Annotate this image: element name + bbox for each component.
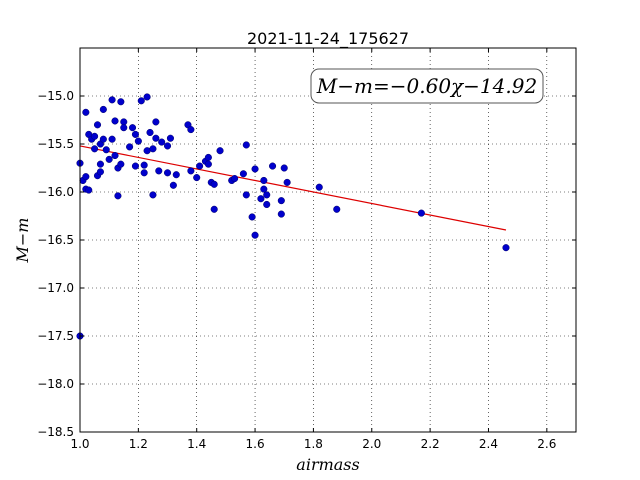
fit-line-group xyxy=(79,145,507,231)
data-point xyxy=(99,105,107,113)
data-point xyxy=(99,135,107,143)
data-point xyxy=(117,160,125,168)
data-points xyxy=(76,93,510,340)
data-point xyxy=(108,96,116,104)
y-tick-label: −15.0 xyxy=(37,89,74,103)
data-point xyxy=(82,173,90,181)
x-tick-label: 2.0 xyxy=(362,437,381,451)
y-tick-label: −18.0 xyxy=(37,377,74,391)
data-point xyxy=(158,138,166,146)
data-point xyxy=(163,169,172,177)
data-point xyxy=(216,147,224,155)
data-point xyxy=(231,175,239,183)
data-point xyxy=(140,161,148,169)
data-point xyxy=(239,170,247,178)
y-tick-label: −16.5 xyxy=(37,233,74,247)
data-point xyxy=(91,132,99,140)
data-point xyxy=(283,178,291,186)
data-point xyxy=(91,145,99,153)
fit-equation-box xyxy=(310,68,544,104)
data-point xyxy=(114,192,122,200)
x-tick-label: 2.2 xyxy=(421,437,440,451)
data-point xyxy=(111,117,119,125)
data-point xyxy=(96,168,104,176)
data-point xyxy=(117,98,125,106)
y-tick-label: −18.5 xyxy=(37,425,74,439)
data-point xyxy=(108,135,116,143)
y-tick-label: −17.0 xyxy=(37,281,74,295)
data-point xyxy=(102,146,110,154)
data-point xyxy=(210,205,218,213)
data-point xyxy=(172,171,180,179)
x-axis-ticks: 1.0 1.2 1.4 1.6 1.8 2.0 2.2 2.4 2.6 xyxy=(70,48,556,451)
data-point xyxy=(251,165,259,173)
data-point xyxy=(143,93,151,101)
data-point xyxy=(131,130,139,138)
data-point xyxy=(140,169,148,177)
data-point xyxy=(126,143,134,151)
data-point xyxy=(263,191,271,199)
data-point xyxy=(137,97,145,105)
x-tick-label: 1.6 xyxy=(246,437,265,451)
data-point xyxy=(187,167,195,175)
data-point xyxy=(155,167,163,175)
data-point xyxy=(128,124,137,132)
data-point xyxy=(169,181,177,189)
data-point xyxy=(242,191,250,199)
data-point xyxy=(242,141,250,149)
data-point xyxy=(120,124,128,132)
x-tick-label: 2.6 xyxy=(537,437,556,451)
y-axis-label: M−m xyxy=(13,218,32,264)
data-point xyxy=(260,176,268,185)
data-point xyxy=(193,174,201,182)
y-tick-label: −16.0 xyxy=(37,185,74,199)
data-point xyxy=(196,162,204,170)
x-tick-label: 1.0 xyxy=(70,437,89,451)
y-tick-label: −17.5 xyxy=(37,329,74,343)
fit-line xyxy=(79,145,507,231)
data-point xyxy=(96,160,104,168)
fit-equation-label: M−m=−0.60χ−14.92 xyxy=(316,74,537,98)
data-point xyxy=(315,183,323,191)
data-point xyxy=(417,209,425,217)
y-axis-ticks: −15.0 −15.5 −16.0 −16.5 −17.0 −17.5 −18.0 −18.5 xyxy=(37,89,576,439)
data-point xyxy=(210,180,218,188)
data-point xyxy=(131,162,139,170)
x-tick-label: 1.2 xyxy=(129,437,148,451)
y-tick-label: −15.5 xyxy=(37,137,74,151)
data-point xyxy=(277,197,285,205)
data-point xyxy=(105,155,113,163)
data-point xyxy=(152,118,160,126)
x-tick-label: 2.4 xyxy=(479,437,498,451)
data-point xyxy=(280,164,288,172)
data-point xyxy=(269,162,277,170)
data-point xyxy=(257,195,265,203)
data-point xyxy=(333,205,341,213)
x-axis-label: airmass xyxy=(296,455,359,474)
data-point xyxy=(260,185,268,193)
data-point xyxy=(149,191,157,199)
data-point xyxy=(248,213,256,221)
data-point xyxy=(263,200,271,209)
data-point xyxy=(111,151,119,160)
data-point xyxy=(251,231,259,239)
data-point xyxy=(152,134,160,142)
data-point xyxy=(204,160,212,168)
data-point xyxy=(82,108,90,116)
data-point xyxy=(93,121,102,129)
data-point xyxy=(502,244,510,252)
x-tick-label: 1.4 xyxy=(187,437,206,451)
data-point xyxy=(149,145,157,153)
data-point xyxy=(204,153,212,161)
data-point xyxy=(134,137,142,145)
data-point xyxy=(166,134,174,142)
data-point xyxy=(146,128,154,137)
chart-title: 2021-11-24_175627 xyxy=(247,29,409,49)
data-point xyxy=(277,210,285,218)
x-tick-label: 1.8 xyxy=(304,437,323,451)
data-point xyxy=(163,142,172,150)
data-point xyxy=(187,126,195,134)
data-point xyxy=(85,186,93,194)
